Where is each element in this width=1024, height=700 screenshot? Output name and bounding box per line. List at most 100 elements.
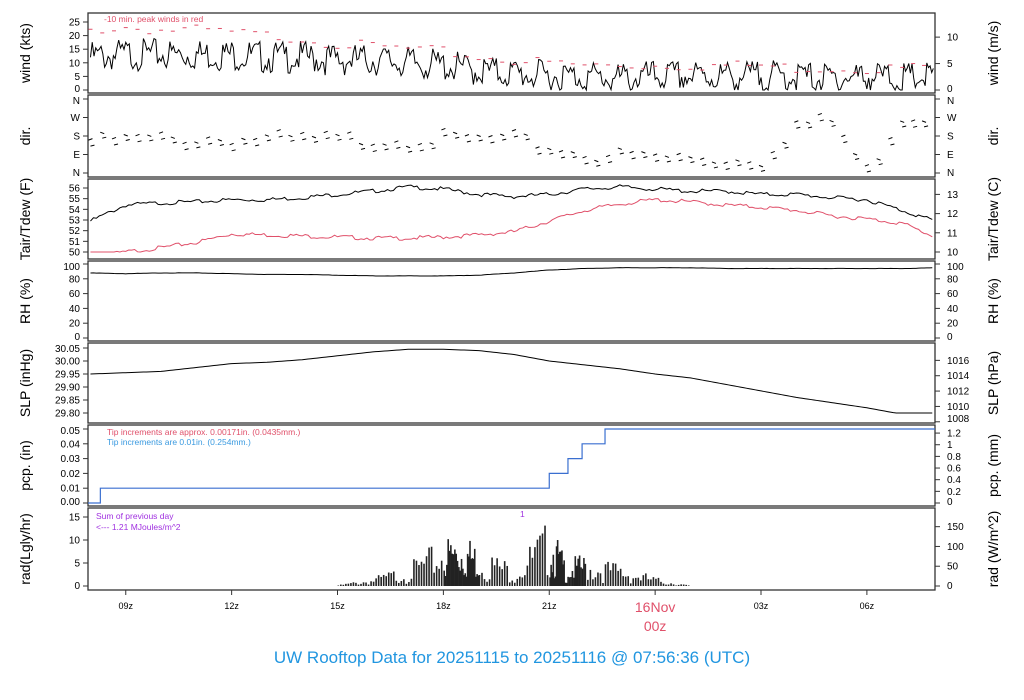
radiation-bar	[660, 581, 662, 586]
series-line-wind-speed	[89, 37, 934, 92]
series-mark-direction	[749, 167, 754, 170]
y-label-right-rh: RH (%)	[985, 278, 1001, 324]
radiation-bar	[450, 545, 452, 586]
radiation-bar	[680, 584, 682, 586]
radiation-bar	[662, 583, 665, 586]
series-mark-direction	[455, 136, 460, 139]
radiation-bar	[685, 584, 687, 586]
radiation-bar	[571, 571, 574, 586]
radiation-bar	[665, 584, 667, 586]
radiation-bar	[645, 573, 647, 586]
precip-note-red: Tip increments are approx. 0.00171in. (0…	[107, 427, 301, 437]
series-mark-direction	[713, 166, 719, 169]
radiation-bar	[531, 557, 534, 586]
series-mark-direction	[805, 121, 811, 124]
series-mark-direction	[535, 146, 540, 149]
panel-frame-wind	[87, 12, 936, 94]
y-tick-label-left: 52	[69, 226, 81, 237]
radiation-bar	[647, 579, 650, 586]
series-mark-direction	[382, 143, 387, 146]
radiation-bar	[342, 584, 345, 586]
radiation-bar	[574, 556, 577, 586]
radiation-bar	[473, 548, 476, 586]
precip-step-line	[88, 428, 935, 504]
series-mark-direction	[194, 141, 199, 144]
y-tick-label-left: 29.90	[55, 383, 80, 394]
radiation-bar	[650, 579, 652, 586]
series-mark-direction	[405, 145, 411, 149]
y-tick-label-right: 1016	[947, 356, 970, 367]
series-mark-direction	[252, 137, 258, 141]
radiation-bar	[372, 581, 375, 586]
radiation-bar	[667, 584, 670, 586]
radiation-bar	[580, 567, 582, 586]
y-tick-label-left: 30.00	[55, 357, 80, 368]
series-mark-direction	[231, 149, 236, 152]
y-tick-label-left: 0.04	[61, 439, 81, 450]
radiation-bar	[456, 560, 459, 586]
radiation-bar	[675, 585, 677, 586]
radiation-bar	[587, 579, 589, 586]
y-tick-label-right: S	[947, 132, 954, 143]
series-mark-direction	[547, 147, 552, 151]
radiation-bar	[536, 539, 539, 586]
series-mark-direction	[923, 125, 929, 128]
series-mark-direction	[737, 164, 742, 167]
radiation-bar	[521, 577, 524, 586]
radiation-bar	[634, 577, 637, 586]
y-tick-label-right: 12	[947, 209, 959, 220]
radiation-bar	[597, 572, 599, 586]
series-mark-direction	[770, 150, 775, 154]
series-mark-direction	[843, 141, 848, 144]
series-mark-direction	[102, 136, 107, 139]
y-tick-label-left: 80	[69, 274, 81, 285]
series-mark-direction	[207, 142, 213, 145]
radiation-bar	[464, 573, 467, 586]
y-label-left-rh: RH (%)	[17, 278, 33, 324]
y-tick-label-right: 150	[947, 522, 964, 533]
y-tick-label-right: 0.2	[947, 487, 961, 498]
series-mark-direction	[476, 134, 481, 137]
y-tick-label-left: E	[73, 150, 80, 161]
series-mark-direction	[702, 163, 707, 166]
radiation-bar	[629, 583, 632, 586]
radiation-bar	[465, 576, 468, 586]
series-mark-direction	[664, 155, 670, 158]
radiation-bar	[539, 535, 541, 586]
series-mark-direction	[502, 138, 507, 141]
y-tick-label-left: 60	[69, 289, 81, 300]
y-tick-label-left: 15	[69, 45, 81, 56]
radiation-bar	[555, 546, 558, 586]
radiation-bar	[428, 547, 430, 586]
y-tick-label-right: 100	[947, 542, 964, 553]
series-mark-direction	[113, 143, 119, 146]
radiation-bar	[392, 571, 395, 586]
series-mark-direction	[149, 139, 154, 142]
series-mark-direction	[549, 152, 554, 155]
radiation-bar	[652, 577, 655, 586]
radiation-bar	[362, 582, 365, 586]
series-mark-direction	[90, 144, 95, 147]
radiation-bar	[640, 580, 642, 586]
radiation-bar	[420, 561, 423, 586]
series-mark-direction	[747, 161, 752, 164]
series-mark-direction	[605, 154, 611, 158]
series-line-Tdew	[90, 198, 933, 253]
y-tick-label-left: 25	[69, 18, 81, 29]
radiation-bar	[575, 565, 578, 586]
radiation-bar	[559, 551, 561, 586]
series-mark-direction	[217, 139, 223, 142]
series-mark-direction	[184, 148, 189, 151]
series-mark-direction	[266, 139, 272, 142]
radiation-bar	[337, 585, 340, 586]
x-tick-label: 09z	[119, 601, 134, 611]
radiation-bar	[544, 525, 546, 586]
series-mark-direction	[407, 150, 413, 153]
radiation-bar	[423, 563, 425, 586]
radiation-bar	[624, 576, 627, 586]
y-tick-label-left: N	[73, 96, 80, 107]
y-tick-label-left: 53	[69, 216, 81, 227]
series-mark-direction	[417, 142, 423, 146]
series-mark-direction	[560, 156, 566, 159]
radiation-bar	[592, 579, 594, 586]
